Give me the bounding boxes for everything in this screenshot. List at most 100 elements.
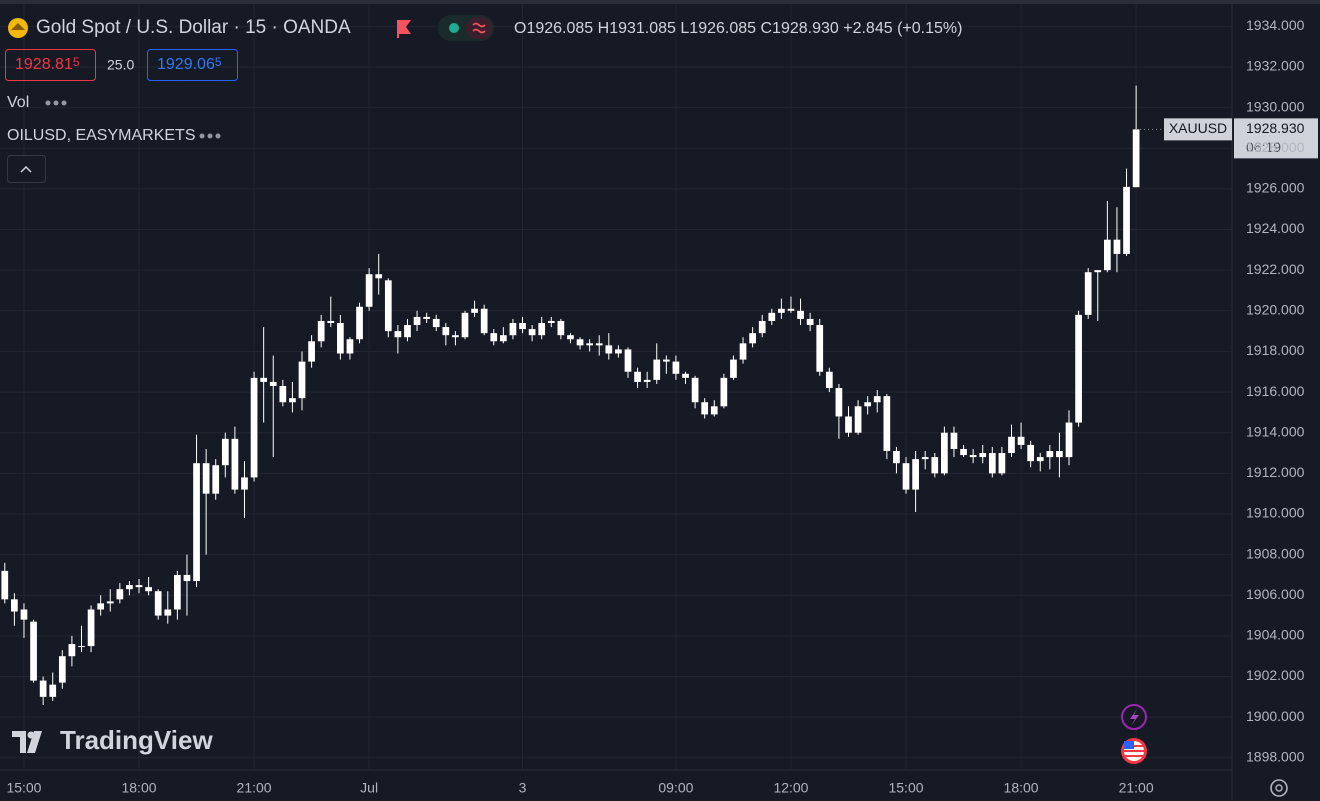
candle-body: [864, 402, 872, 407]
event-icon-bolt: [1130, 709, 1139, 726]
price-tag: [1234, 118, 1318, 159]
y-tick-label: 1912.000: [1246, 464, 1305, 480]
candle-body: [662, 359, 670, 362]
candle-body: [624, 349, 632, 372]
candle-body: [97, 603, 105, 610]
x-tick-label: 18:00: [1004, 780, 1039, 796]
candle-body: [941, 432, 948, 474]
candle-body: [404, 325, 411, 338]
price-label: XAUUSD 1928.930 06:19: [1136, 118, 1318, 159]
candle-body: [375, 274, 383, 279]
sell-button[interactable]: [5, 49, 96, 81]
ask-pip: 5: [215, 55, 222, 69]
candle-body: [672, 361, 680, 374]
candle-body: [730, 359, 737, 378]
ask-price[interactable]: 1929.065: [157, 55, 222, 73]
candle-body: [212, 465, 220, 494]
flag-canton: [1124, 741, 1134, 749]
candle-body: [78, 646, 85, 648]
candle-body: [519, 322, 526, 330]
candle-body: [471, 308, 478, 313]
legend-high: H1931.085: [598, 20, 676, 37]
x-tick-label: Jul: [360, 780, 378, 796]
spread: 25.0: [107, 57, 134, 73]
candle-body: [634, 371, 641, 382]
flag-icon[interactable]: [397, 20, 411, 38]
candle-body: [365, 274, 373, 307]
y-tick-label: 1926.000: [1246, 180, 1305, 196]
x-tick-label: 21:00: [237, 780, 272, 796]
y-tick-label: 1916.000: [1246, 383, 1305, 399]
y-tick-label: 1914.000: [1246, 423, 1305, 439]
candle-body: [126, 585, 133, 590]
candle-body: [960, 448, 967, 456]
y-tick-label: 1908.000: [1246, 545, 1305, 561]
settings-button[interactable]: [1270, 779, 1288, 797]
indicator-label[interactable]: OILUSD, EASYMARKETS: [7, 127, 196, 144]
candle-body: [643, 379, 651, 382]
collapse-icon: [20, 165, 32, 173]
y-tick-label: 1922.000: [1246, 261, 1305, 277]
x-tick-label: 15:00: [888, 780, 923, 796]
y-tick-label: 1900.000: [1246, 708, 1305, 724]
indicator-menu[interactable]: [45, 100, 67, 106]
ohlc-legend: O1926.085 H1931.085 L1926.085 C1928.930 …: [514, 20, 962, 37]
candle-body: [893, 451, 900, 464]
y-tick-label: 1902.000: [1246, 667, 1305, 683]
indicator-menu[interactable]: [199, 133, 221, 139]
bid-pip: 5: [73, 55, 80, 69]
candle-body: [499, 335, 507, 342]
candle-body: [279, 385, 287, 403]
candle-body: [154, 591, 162, 616]
symbol-icon-mark: [11, 23, 25, 30]
candle-body: [58, 656, 66, 683]
candle-body: [806, 318, 814, 326]
ask-main: 1929.06: [157, 56, 215, 73]
last-price-label: 1928.930: [1246, 120, 1305, 136]
legend-change: +2.845 (+0.15%): [843, 20, 962, 37]
candle-body: [710, 406, 718, 415]
candle-body: [1, 570, 9, 600]
candle-body: [883, 396, 891, 452]
candle-body: [423, 316, 431, 319]
logo-text[interactable]: TradingView: [60, 725, 213, 755]
candle-body: [413, 316, 421, 326]
candles: [1, 85, 1140, 705]
collapse-button[interactable]: [7, 155, 46, 183]
legend-low: L1926.085: [680, 20, 756, 37]
y-tick-label: 1906.000: [1246, 586, 1305, 602]
candle-body: [768, 312, 776, 321]
buy-button[interactable]: [147, 49, 238, 81]
indicator-label[interactable]: Vol: [7, 94, 29, 111]
candle-body: [432, 318, 440, 328]
candle-body: [835, 388, 843, 417]
candle-body: [106, 601, 114, 604]
symbol-title[interactable]: Gold Spot / U.S. Dollar · 15 · OANDA: [36, 17, 351, 38]
candle-body: [1027, 444, 1035, 462]
candle-body: [528, 329, 536, 336]
candle-body: [797, 310, 804, 319]
y-tick-label: 1934.000: [1246, 17, 1305, 33]
candle-body: [30, 621, 37, 681]
candle-body: [174, 574, 181, 610]
candle-body: [816, 325, 824, 372]
bid-price[interactable]: 1928.815: [15, 55, 80, 73]
logo-icon-dot: [27, 731, 35, 739]
candle-body: [289, 398, 296, 403]
candle-body: [250, 377, 258, 478]
x-tick-label: 18:00: [121, 780, 156, 796]
candle-body: [346, 339, 354, 354]
candle-body: [39, 680, 47, 697]
candle-body: [1017, 436, 1025, 445]
candle-body: [778, 308, 785, 313]
candle-body: [1104, 239, 1111, 271]
candle-body: [356, 306, 363, 340]
candle-body: [557, 320, 565, 336]
candle-body: [490, 333, 498, 342]
delay-badge: [466, 17, 492, 39]
candle-body: [701, 402, 709, 415]
candle-body: [231, 438, 239, 490]
candle-body: [260, 377, 268, 382]
logo-icon[interactable]: [12, 731, 42, 753]
